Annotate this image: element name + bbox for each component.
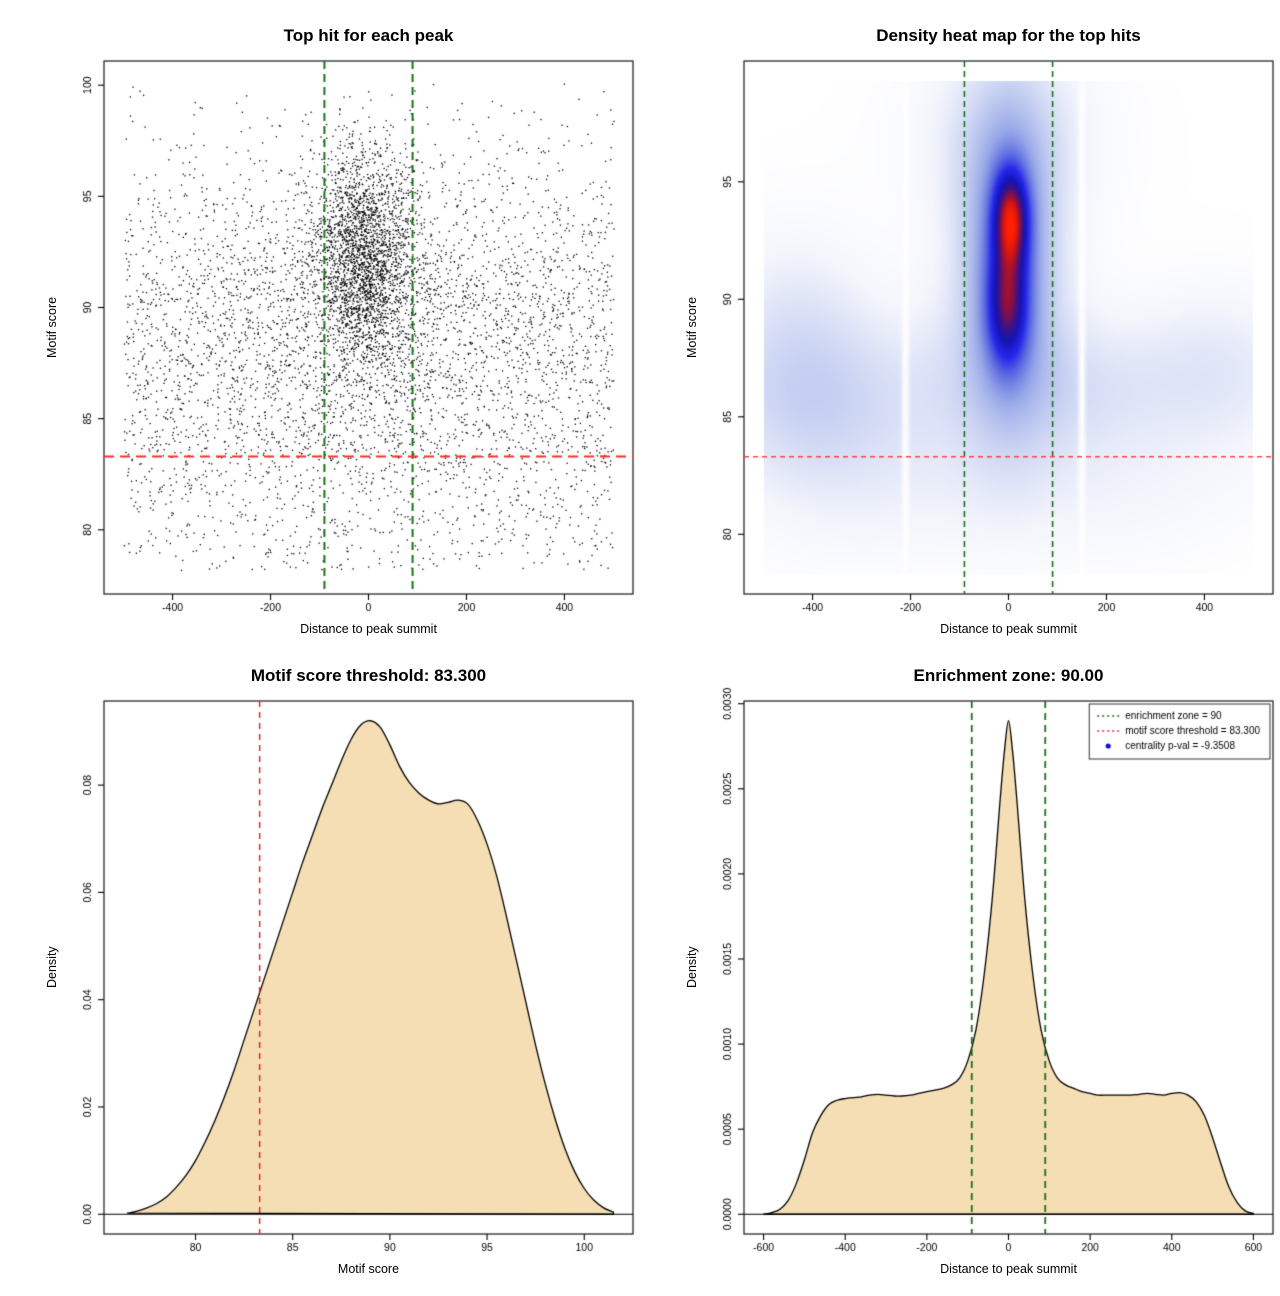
panel-title: Top hit for each peak (283, 26, 454, 45)
y-axis-label: Motif score (685, 296, 699, 359)
panel-top-hit-scatter: Top hit for each peak Distance to peak s… (40, 16, 680, 656)
density-heatmap-canvas (680, 16, 1280, 656)
y-axis-label: Density (45, 946, 59, 989)
panel-motif-score-density: Motif score threshold: 83.300 Motif scor… (40, 656, 680, 1296)
x-axis-label: Distance to peak summit (940, 622, 1077, 636)
y-axis-label: Density (685, 946, 699, 989)
top-hit-scatter-canvas (40, 16, 680, 656)
x-axis-label: Distance to peak summit (940, 1262, 1077, 1276)
distance-density-canvas (680, 656, 1280, 1296)
panel-distance-density: Enrichment zone: 90.00 Distance to peak … (680, 656, 1280, 1296)
x-axis-label: Distance to peak summit (300, 622, 437, 636)
panel-title: Motif score threshold: 83.300 (250, 666, 487, 685)
motif-score-density-canvas (40, 656, 680, 1296)
x-axis-label: Motif score (337, 1262, 400, 1276)
panel-density-heatmap: Density heat map for the top hits Distan… (680, 16, 1280, 656)
y-axis-label: Motif score (45, 296, 59, 359)
panel-title: Enrichment zone: 90.00 (913, 666, 1104, 685)
panel-title: Density heat map for the top hits (876, 26, 1141, 45)
